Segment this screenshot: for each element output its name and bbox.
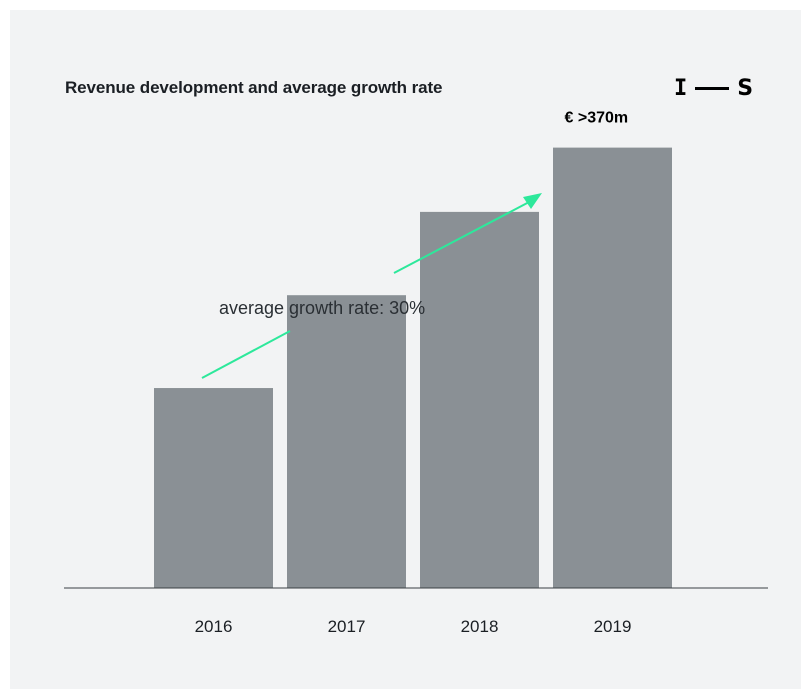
bar-2016: [154, 388, 273, 588]
brand-logo: I S: [674, 75, 754, 101]
x-tick-label-2019: 2019: [594, 617, 632, 636]
chart-title: Revenue development and average growth r…: [65, 78, 443, 97]
x-tick-labels-group: 2016 2017 2018 2019: [195, 617, 632, 636]
growth-arrow-group: average growth rate: 30%: [201, 193, 542, 379]
bar-2019: [553, 147, 672, 589]
value-labels-group: € >370m: [565, 110, 629, 127]
x-tick-label-2018: 2018: [461, 617, 499, 636]
bar-2018: [420, 211, 539, 588]
bar-2017: [287, 295, 406, 588]
growth-rate-annotation: average growth rate: 30%: [219, 298, 425, 318]
x-tick-label-2016: 2016: [195, 617, 233, 636]
growth-arrow-shaft: [393, 200, 532, 274]
bars-group: [154, 147, 672, 589]
growth-arrow-head: [523, 193, 542, 209]
logo-letter-s: S: [737, 75, 754, 101]
growth-arrow-tail: [201, 330, 291, 379]
logo-dash: [695, 86, 730, 90]
x-tick-label-2017: 2017: [328, 617, 366, 636]
logo-letter-i: I: [674, 75, 688, 101]
value-label-2019: € >370m: [565, 110, 629, 127]
